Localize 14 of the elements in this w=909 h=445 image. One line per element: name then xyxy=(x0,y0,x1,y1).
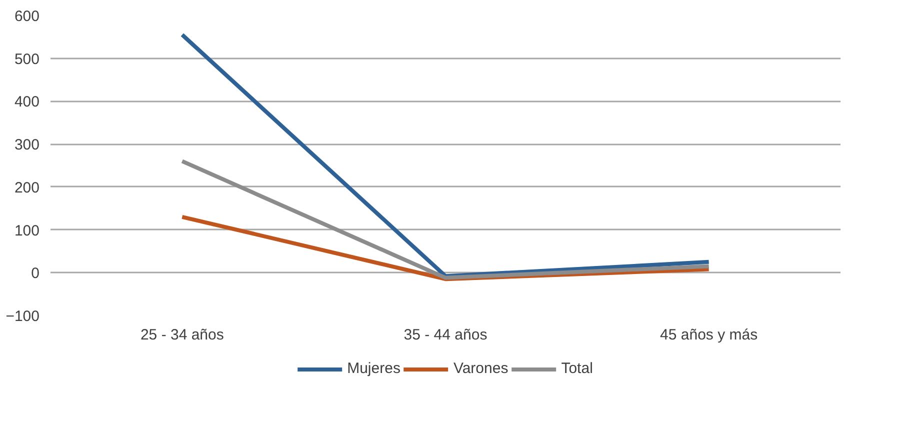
x-tick-label: 35 - 44 años xyxy=(404,326,488,344)
y-tick-label: 500 xyxy=(14,50,40,68)
y-tick-label: 600 xyxy=(14,8,40,25)
legend-label: Total xyxy=(561,360,593,377)
legend-label: Mujeres xyxy=(347,360,400,377)
y-tick-label: 100 xyxy=(14,222,40,240)
legend-label: Varones xyxy=(453,360,508,377)
y-tick-label: 200 xyxy=(14,179,40,196)
y-tick-label: −100 xyxy=(6,308,40,325)
y-tick-label: 0 xyxy=(31,265,40,282)
y-tick-label: 400 xyxy=(14,94,40,111)
y-tick-label: 300 xyxy=(14,136,40,154)
x-tick-label: 25 - 34 años xyxy=(140,326,224,344)
x-tick-label: 45 años y más xyxy=(660,326,758,344)
